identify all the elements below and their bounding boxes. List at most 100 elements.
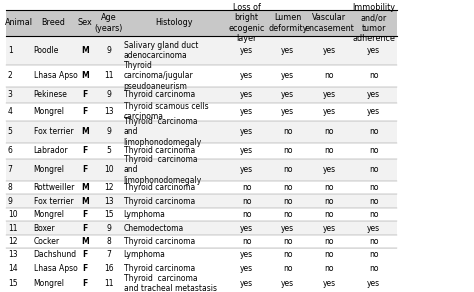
Text: no: no (283, 146, 292, 155)
Text: Age
(years): Age (years) (95, 13, 123, 33)
Text: yes: yes (240, 223, 253, 232)
Text: F: F (82, 223, 88, 232)
Text: M: M (82, 46, 89, 55)
Text: yes: yes (281, 279, 294, 288)
Text: Pekinese: Pekinese (34, 90, 67, 99)
Text: 11: 11 (104, 71, 113, 80)
Text: 6: 6 (8, 146, 13, 155)
Text: M: M (82, 71, 89, 80)
Text: no: no (369, 237, 378, 246)
Text: Fox terrier: Fox terrier (34, 127, 73, 136)
FancyBboxPatch shape (6, 194, 397, 208)
Text: Lymphoma: Lymphoma (124, 251, 165, 259)
Text: 11: 11 (104, 279, 113, 288)
FancyBboxPatch shape (6, 159, 397, 181)
Text: yes: yes (240, 251, 253, 259)
Text: Thyroid carcinoma: Thyroid carcinoma (124, 183, 195, 192)
Text: Thyroid
carcinoma/jugular
pseudoaneurism: Thyroid carcinoma/jugular pseudoaneurism (124, 61, 193, 91)
Text: yes: yes (240, 107, 253, 116)
Text: yes: yes (322, 279, 336, 288)
Text: 5: 5 (8, 127, 13, 136)
Text: no: no (283, 251, 292, 259)
Text: no: no (324, 251, 334, 259)
Text: no: no (283, 197, 292, 206)
Text: yes: yes (240, 71, 253, 80)
Text: yes: yes (281, 90, 294, 99)
Text: Vascular
encasement: Vascular encasement (304, 13, 354, 33)
Text: M: M (82, 237, 89, 246)
Text: Mongrel: Mongrel (34, 165, 64, 174)
Text: Thyroid  carcinoma
and
limophonodomegaly: Thyroid carcinoma and limophonodomegaly (124, 155, 202, 185)
Text: yes: yes (281, 71, 294, 80)
Text: M: M (82, 197, 89, 206)
Text: yes: yes (240, 165, 253, 174)
Text: no: no (369, 264, 378, 273)
Text: 13: 13 (8, 251, 18, 259)
Text: Dachshund: Dachshund (34, 251, 77, 259)
Text: Thyroid carcinoma: Thyroid carcinoma (124, 146, 195, 155)
Text: no: no (324, 197, 334, 206)
Text: M: M (82, 183, 89, 192)
Text: yes: yes (367, 279, 380, 288)
Text: no: no (369, 71, 378, 80)
Text: 7: 7 (8, 165, 13, 174)
Text: 16: 16 (104, 264, 114, 273)
Text: yes: yes (322, 107, 336, 116)
Text: no: no (283, 264, 292, 273)
Text: Chemodectoma: Chemodectoma (124, 223, 184, 232)
FancyBboxPatch shape (6, 262, 397, 275)
Text: no: no (324, 146, 334, 155)
Text: no: no (242, 237, 251, 246)
Text: Immobility
and/or
tumor
adherence: Immobility and/or tumor adherence (352, 3, 395, 43)
FancyBboxPatch shape (6, 102, 397, 121)
Text: Mongrel: Mongrel (34, 279, 64, 288)
Text: Poodle: Poodle (34, 46, 59, 55)
FancyBboxPatch shape (6, 121, 397, 143)
Text: Histology: Histology (155, 18, 192, 27)
Text: 12: 12 (8, 237, 17, 246)
Text: M: M (82, 127, 89, 136)
Text: 9: 9 (106, 127, 111, 136)
Text: Lhasa Apso: Lhasa Apso (34, 71, 77, 80)
Text: no: no (283, 127, 292, 136)
Text: F: F (82, 210, 88, 219)
FancyBboxPatch shape (6, 87, 397, 102)
Text: no: no (369, 165, 378, 174)
Text: 11: 11 (8, 223, 17, 232)
Text: F: F (82, 165, 88, 174)
Text: no: no (283, 183, 292, 192)
Text: Labrador: Labrador (34, 146, 68, 155)
Text: Sex: Sex (78, 18, 92, 27)
FancyBboxPatch shape (6, 221, 397, 235)
Text: F: F (82, 251, 88, 259)
Text: 15: 15 (104, 210, 114, 219)
Text: 8: 8 (8, 183, 12, 192)
Text: Thyroid  carcinoma
and tracheal metastasis: Thyroid carcinoma and tracheal metastasi… (124, 274, 217, 292)
Text: no: no (242, 197, 251, 206)
Text: 5: 5 (106, 146, 111, 155)
Text: Boxer: Boxer (34, 223, 55, 232)
Text: Animal: Animal (5, 18, 33, 27)
Text: Rottweiller: Rottweiller (34, 183, 75, 192)
Text: 8: 8 (106, 237, 111, 246)
Text: F: F (82, 146, 88, 155)
Text: Mongrel: Mongrel (34, 107, 64, 116)
Text: yes: yes (367, 46, 380, 55)
Text: yes: yes (367, 223, 380, 232)
Text: yes: yes (281, 46, 294, 55)
FancyBboxPatch shape (6, 208, 397, 221)
Text: F: F (82, 279, 88, 288)
Text: F: F (82, 264, 88, 273)
Text: Mongrel: Mongrel (34, 210, 64, 219)
Text: 7: 7 (106, 251, 111, 259)
Text: Lumen
deformity: Lumen deformity (268, 13, 308, 33)
Text: 14: 14 (8, 264, 18, 273)
FancyBboxPatch shape (6, 235, 397, 248)
Text: yes: yes (367, 90, 380, 99)
Text: Lhasa Apso: Lhasa Apso (34, 264, 77, 273)
FancyBboxPatch shape (6, 65, 397, 87)
FancyBboxPatch shape (6, 248, 397, 262)
Text: no: no (242, 183, 251, 192)
Text: 13: 13 (104, 197, 114, 206)
Text: no: no (324, 210, 334, 219)
